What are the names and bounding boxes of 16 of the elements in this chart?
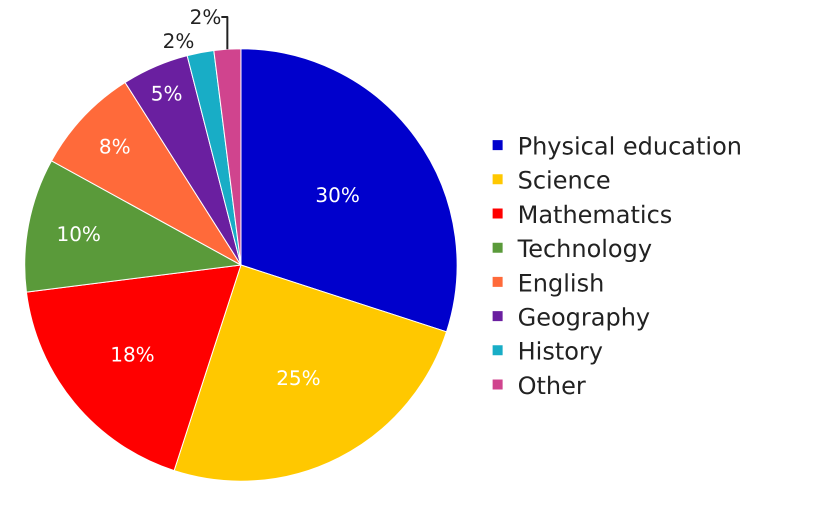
data-label: 25%	[276, 366, 321, 390]
data-label: 18%	[110, 342, 155, 367]
legend-label: Geography	[518, 303, 650, 332]
data-label: 30%	[315, 182, 360, 207]
data-label: 10%	[56, 222, 101, 246]
legend-label: Physical education	[518, 132, 742, 160]
data-label: 2%	[190, 5, 222, 30]
legend-label: English	[518, 269, 604, 298]
data-label: 2%	[162, 29, 194, 54]
data-label: 8%	[98, 134, 131, 158]
legend-label: Technology	[516, 235, 652, 264]
legend-label: Mathematics	[518, 200, 672, 229]
legend-label: History	[518, 338, 604, 366]
legend-label: Science	[518, 166, 611, 195]
legend-label: Other	[518, 372, 586, 400]
data-label: 5%	[150, 81, 183, 106]
